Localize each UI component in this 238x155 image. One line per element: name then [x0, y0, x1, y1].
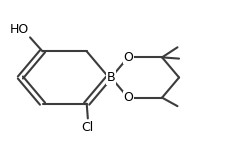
Text: O: O	[123, 51, 133, 64]
Text: HO: HO	[10, 22, 29, 35]
Text: O: O	[123, 91, 133, 104]
Text: B: B	[107, 71, 115, 84]
Text: Cl: Cl	[82, 121, 94, 134]
